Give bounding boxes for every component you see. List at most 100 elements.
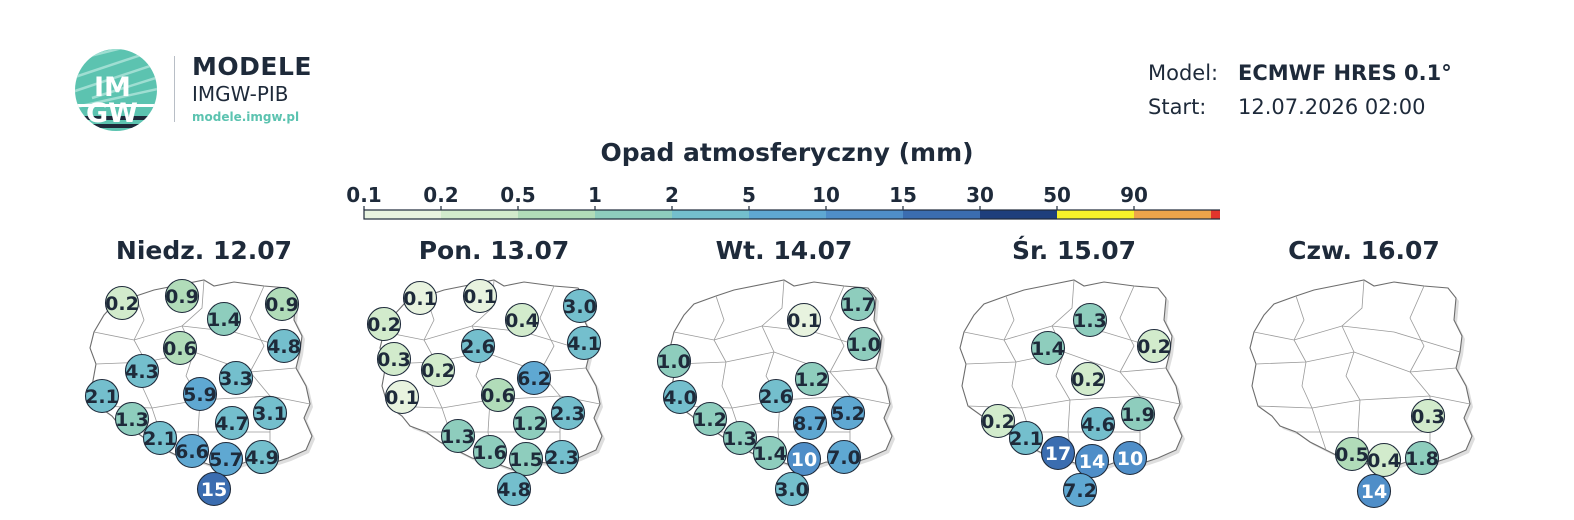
precip-marker[interactable]: 4.6 [1080, 406, 1116, 442]
logo-subtitle: IMGW-PIB [192, 82, 289, 106]
precip-marker[interactable]: 0.2 [980, 403, 1016, 439]
precip-marker[interactable]: 2.3 [544, 439, 580, 475]
precip-marker[interactable]: 4.8 [266, 328, 302, 364]
legend-color-segment [364, 210, 441, 219]
precip-marker[interactable]: 14 [1074, 443, 1110, 479]
precip-marker[interactable]: 2.6 [460, 328, 496, 364]
precip-marker[interactable]: 0.9 [264, 286, 300, 322]
precip-marker[interactable]: 1.3 [1072, 302, 1108, 338]
precip-marker[interactable]: 1.7 [840, 286, 876, 322]
precip-marker[interactable]: 5.2 [830, 395, 866, 431]
precip-marker[interactable]: 1.3 [722, 420, 758, 456]
precip-marker-circle [264, 286, 300, 322]
precip-marker[interactable]: 3.0 [562, 288, 598, 324]
precip-marker[interactable]: 0.2 [1136, 328, 1172, 364]
precip-marker[interactable]: 14 [1356, 473, 1392, 509]
precip-marker[interactable]: 7.2 [1062, 472, 1098, 508]
precip-marker-label: 1.9 [1121, 404, 1155, 426]
imgw-logo[interactable]: IM GW MODELE IMGW-PIB modele.imgw.pl [72, 48, 332, 134]
precip-marker-circle [786, 302, 822, 338]
precip-marker[interactable]: 1.3 [114, 401, 150, 437]
precip-marker[interactable]: 0.1 [384, 379, 420, 415]
precip-marker[interactable]: 1.0 [846, 326, 882, 362]
precip-marker[interactable]: 0.2 [104, 285, 140, 321]
precip-marker-circle [266, 328, 302, 364]
precip-marker[interactable]: 6.2 [516, 360, 552, 396]
precip-marker-circle [846, 326, 882, 362]
logo-url-link[interactable]: modele.imgw.pl [192, 110, 300, 124]
precip-marker[interactable]: 0.4 [1366, 442, 1402, 478]
precip-marker[interactable]: 1.2 [512, 405, 548, 441]
precip-marker[interactable]: 0.2 [366, 306, 402, 342]
precip-marker[interactable]: 1.8 [1404, 440, 1440, 476]
precip-marker[interactable]: 7.0 [826, 439, 862, 475]
precip-marker-circle [1136, 328, 1172, 364]
precip-marker[interactable]: 1.6 [472, 434, 508, 470]
precip-marker-circle [830, 395, 866, 431]
precip-marker-label: 6.2 [517, 368, 551, 390]
precip-marker-label: 1.3 [723, 428, 757, 450]
precip-marker[interactable]: 1.0 [656, 343, 692, 379]
precip-marker[interactable]: 0.5 [1334, 436, 1370, 472]
precip-marker[interactable]: 4.1 [566, 325, 602, 361]
precip-marker[interactable]: 3.1 [252, 395, 288, 431]
region-border [1255, 351, 1457, 373]
precip-marker[interactable]: 0.3 [1410, 398, 1446, 434]
precip-marker[interactable]: 0.4 [504, 302, 540, 338]
precip-marker[interactable]: 2.1 [142, 420, 178, 456]
precip-marker-circle [384, 379, 420, 415]
precip-marker[interactable]: 1.4 [752, 435, 788, 471]
precip-marker[interactable]: 0.1 [786, 302, 822, 338]
precip-marker[interactable]: 0.2 [420, 352, 456, 388]
precip-marker[interactable]: 1.5 [508, 441, 544, 477]
precip-marker[interactable]: 0.1 [402, 280, 438, 316]
precip-marker[interactable]: 17 [1040, 435, 1076, 471]
precip-marker[interactable]: 1.2 [692, 401, 728, 437]
precip-marker-label: 2.1 [85, 386, 119, 408]
precip-marker[interactable]: 0.6 [162, 330, 198, 366]
day-title: Wt. 14.07 [715, 236, 853, 265]
precip-marker-circle [252, 395, 288, 431]
legend-tick-label: 50 [1043, 183, 1071, 207]
start-value: 12.07.2026 02:00 [1238, 95, 1426, 119]
precip-marker[interactable]: 3.3 [218, 360, 254, 396]
precip-marker-label: 3.1 [253, 403, 287, 425]
precip-marker[interactable]: 4.8 [496, 471, 532, 507]
precip-marker[interactable]: 1.4 [1030, 330, 1066, 366]
precip-marker[interactable]: 0.1 [462, 278, 498, 314]
precip-marker[interactable]: 0.3 [376, 341, 412, 377]
precip-marker-circle [786, 441, 822, 477]
precip-marker[interactable]: 0.9 [164, 278, 200, 314]
legend-tick-label: 30 [966, 183, 994, 207]
precip-marker[interactable]: 1.2 [794, 361, 830, 397]
precip-marker[interactable]: 10 [1112, 440, 1148, 476]
legend-tick-label: 0.5 [500, 183, 535, 207]
precip-marker[interactable]: 2.1 [84, 378, 120, 414]
day-map: 0.1 0.1 3.0 0.2 0.4 4.1 2.6 0.3 0.2 6.2 0.1 0.61.2 2… [366, 278, 605, 507]
precip-marker[interactable]: 0.2 [1070, 361, 1106, 397]
precip-marker[interactable]: 1.3 [440, 418, 476, 454]
precip-marker[interactable]: 4.9 [244, 439, 280, 475]
precip-marker[interactable]: 8.7 [792, 405, 828, 441]
precip-marker[interactable]: 2.1 [1008, 420, 1044, 456]
precip-marker[interactable]: 10 [786, 441, 822, 477]
precip-marker[interactable]: 5.7 [208, 441, 244, 477]
precip-marker[interactable]: 2.6 [758, 378, 794, 414]
precip-marker[interactable]: 5.9 [182, 376, 218, 412]
precip-marker[interactable]: 6.6 [174, 433, 210, 469]
legend-color-segment [672, 210, 749, 219]
precip-marker[interactable]: 15 [196, 471, 232, 507]
precip-marker[interactable]: 4.3 [124, 353, 160, 389]
day-map: 0.2 0.9 1.4 0.9 0.6 4.8 4.3 3.35.9 2.11.3 4.7 3.1 2… [84, 278, 315, 507]
precip-marker[interactable]: 1.4 [206, 301, 242, 337]
precip-marker[interactable]: 4.0 [662, 379, 698, 415]
precip-marker-label: 4.7 [215, 413, 249, 435]
region-border [383, 325, 591, 353]
precip-marker[interactable]: 1.9 [1120, 396, 1156, 432]
precip-marker[interactable]: 4.7 [214, 405, 250, 441]
day-title: Niedz. 12.07 [115, 236, 293, 265]
precip-marker[interactable]: 3.0 [774, 471, 810, 507]
precip-marker[interactable]: 2.3 [550, 395, 586, 431]
precip-marker[interactable]: 0.6 [480, 377, 516, 413]
precip-marker-circle [496, 471, 532, 507]
